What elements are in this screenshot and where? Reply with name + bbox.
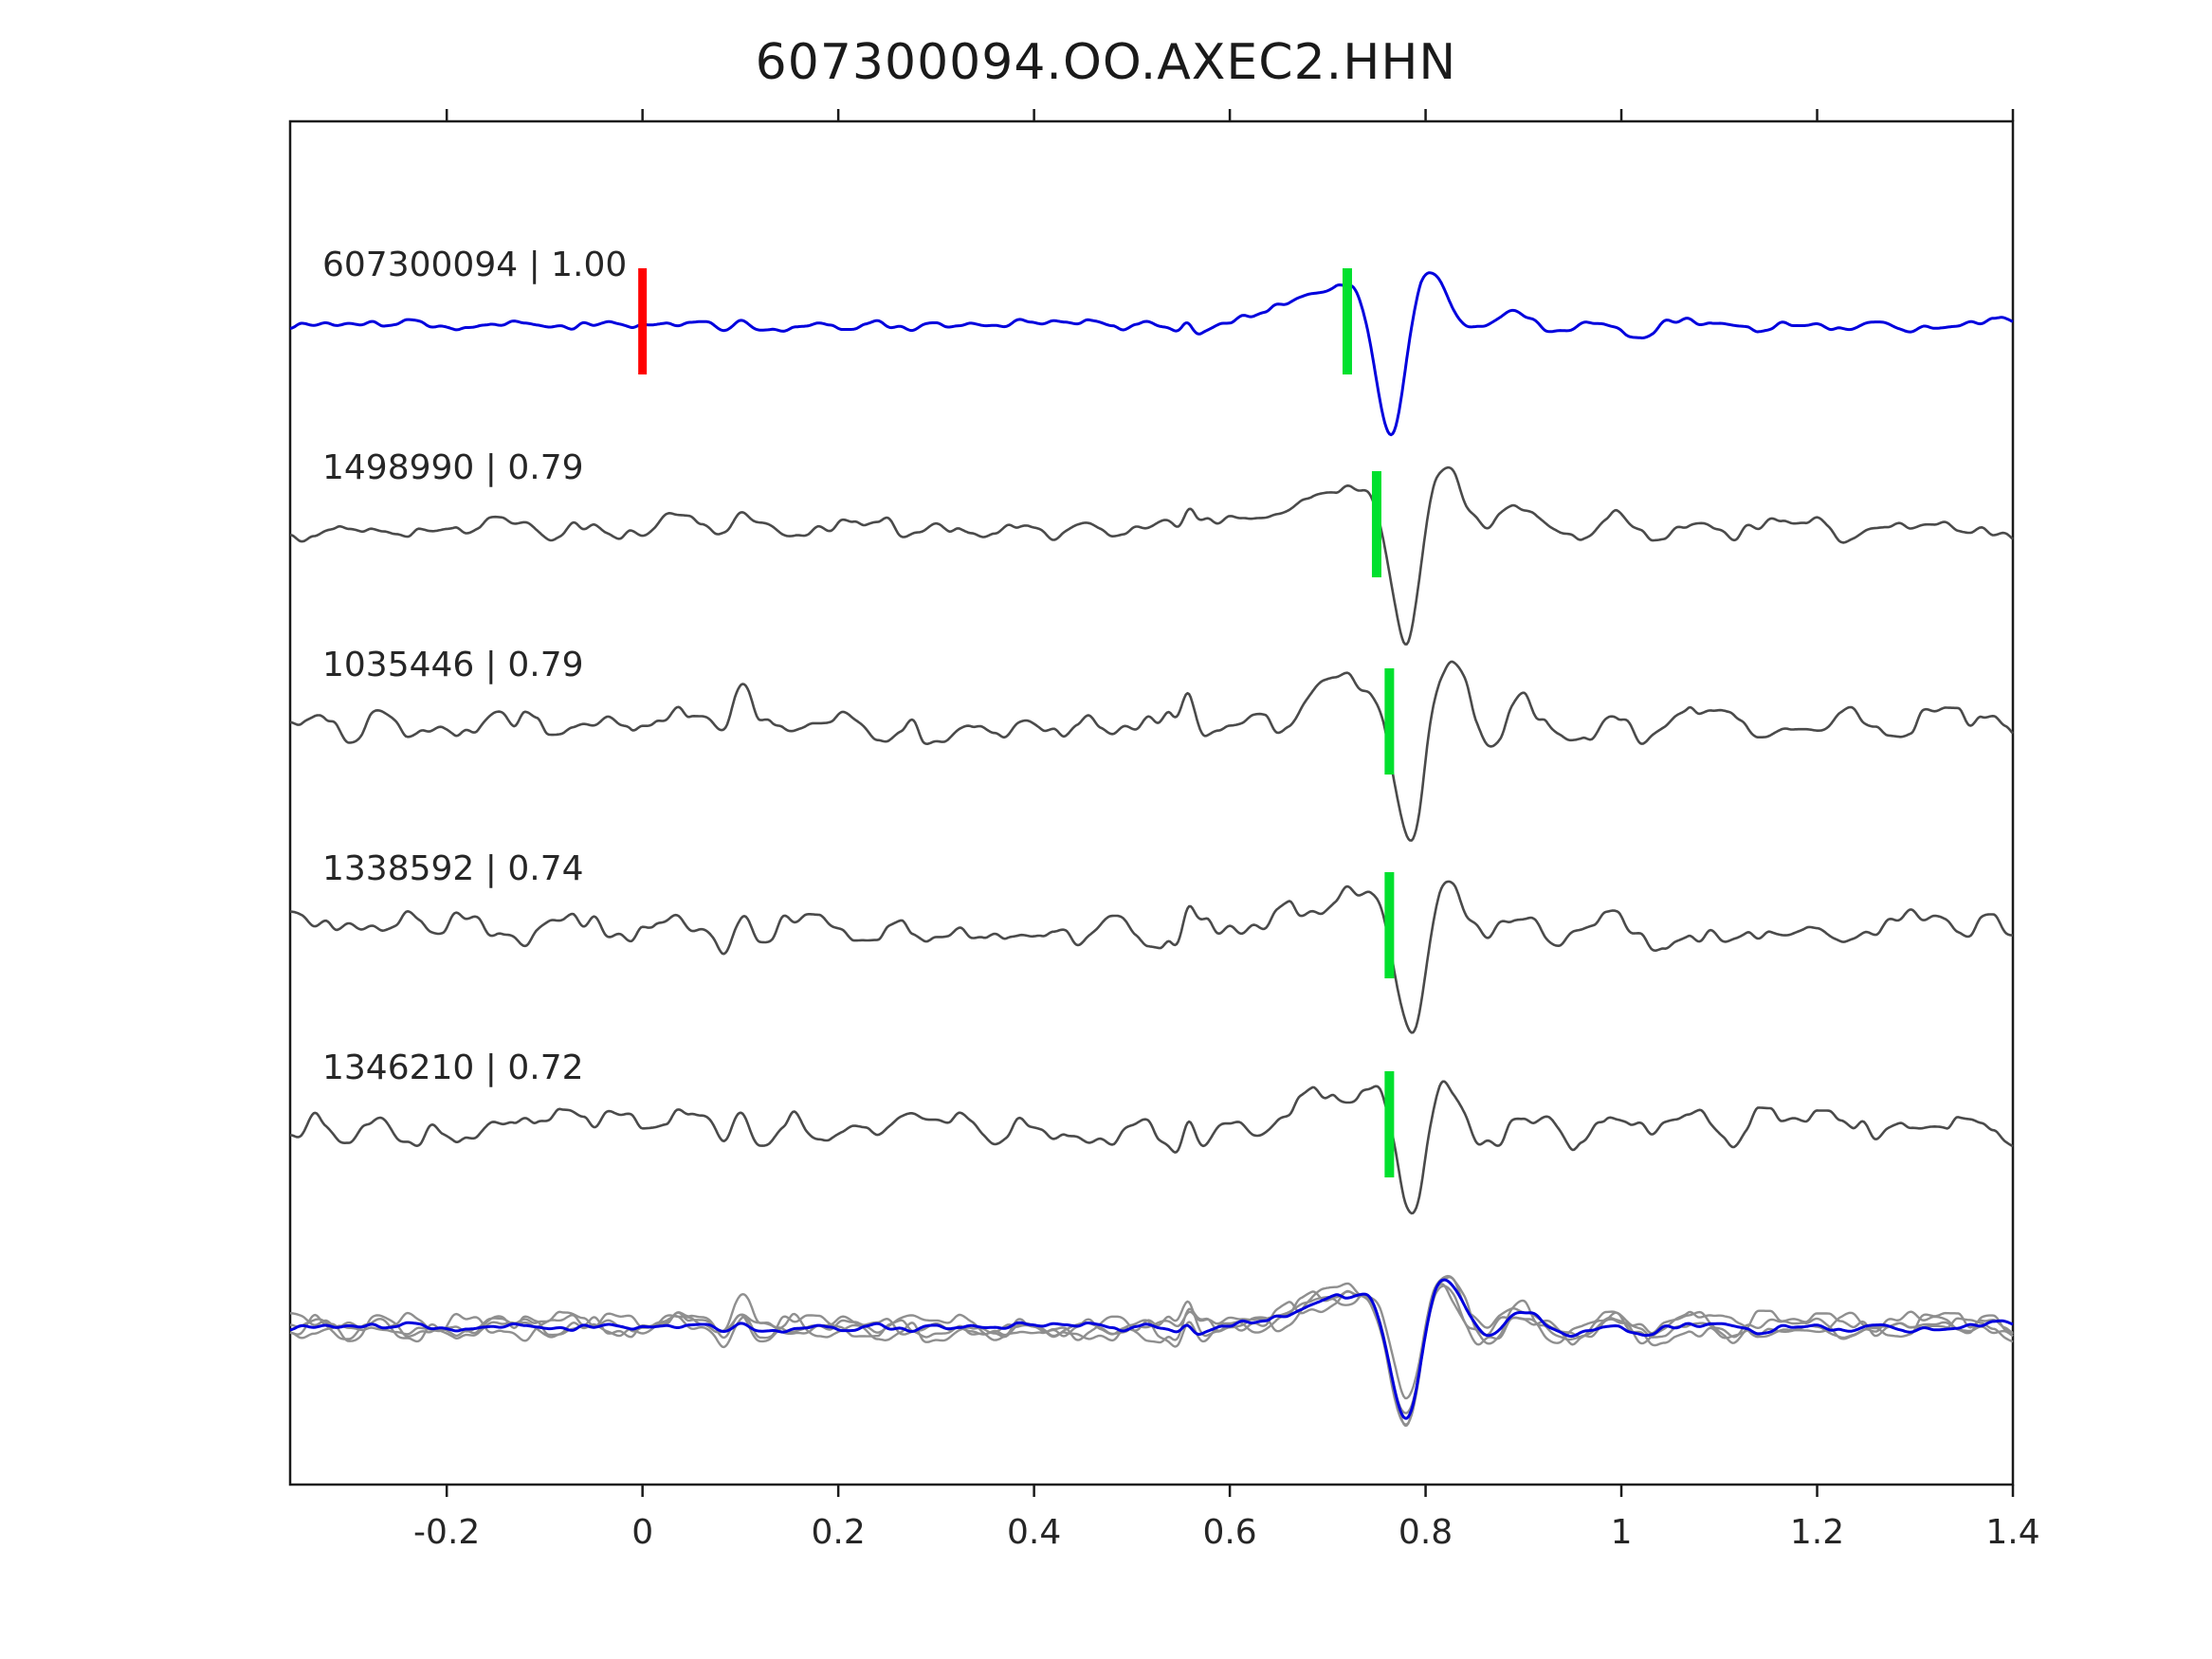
trace-label: 1338592 | 0.74: [322, 849, 584, 888]
trace-waveform-607300094: [289, 271, 2014, 437]
x-tick-label: 0.8: [1398, 1513, 1453, 1552]
pick-marker: [1384, 1071, 1395, 1177]
origin-marker: [638, 268, 648, 374]
x-tick-label: -0.2: [413, 1513, 480, 1552]
trace-label: 1346210 | 0.72: [322, 1048, 584, 1087]
x-tick-label: 0: [631, 1513, 653, 1552]
x-tick-label: 0.4: [1007, 1513, 1061, 1552]
x-tick-label: 0.6: [1202, 1513, 1256, 1552]
x-tick-label: 1: [1611, 1513, 1633, 1552]
overlay-gray-trace: [289, 1276, 2014, 1426]
plot-border: [288, 119, 2015, 1486]
chart-title: 607300094.OO.AXEC2.HHN: [755, 34, 1457, 91]
pick-marker: [1342, 268, 1352, 374]
overlay-gray-trace: [289, 1274, 2014, 1427]
pick-marker: [1384, 668, 1395, 775]
trace-waveform-1035446: [289, 660, 2014, 842]
trace-label: 607300094 | 1.00: [322, 246, 627, 284]
pick-marker: [1384, 872, 1395, 978]
trace-waveform-1498990: [289, 465, 2014, 646]
overlay-blue-trace: [289, 1278, 2014, 1420]
x-tick-label: 1.2: [1790, 1513, 1844, 1552]
trace-label: 1035446 | 0.79: [322, 646, 584, 684]
x-tick-label: 1.4: [1985, 1513, 2039, 1552]
x-tick-label: 0.2: [812, 1513, 866, 1552]
trace-label: 1498990 | 0.79: [322, 448, 584, 487]
trace-waveform-1346210: [289, 1080, 2014, 1215]
overlay-gray-trace: [290, 1285, 2014, 1414]
pick-marker: [1371, 471, 1381, 577]
trace-waveform-1338592: [289, 880, 2014, 1034]
